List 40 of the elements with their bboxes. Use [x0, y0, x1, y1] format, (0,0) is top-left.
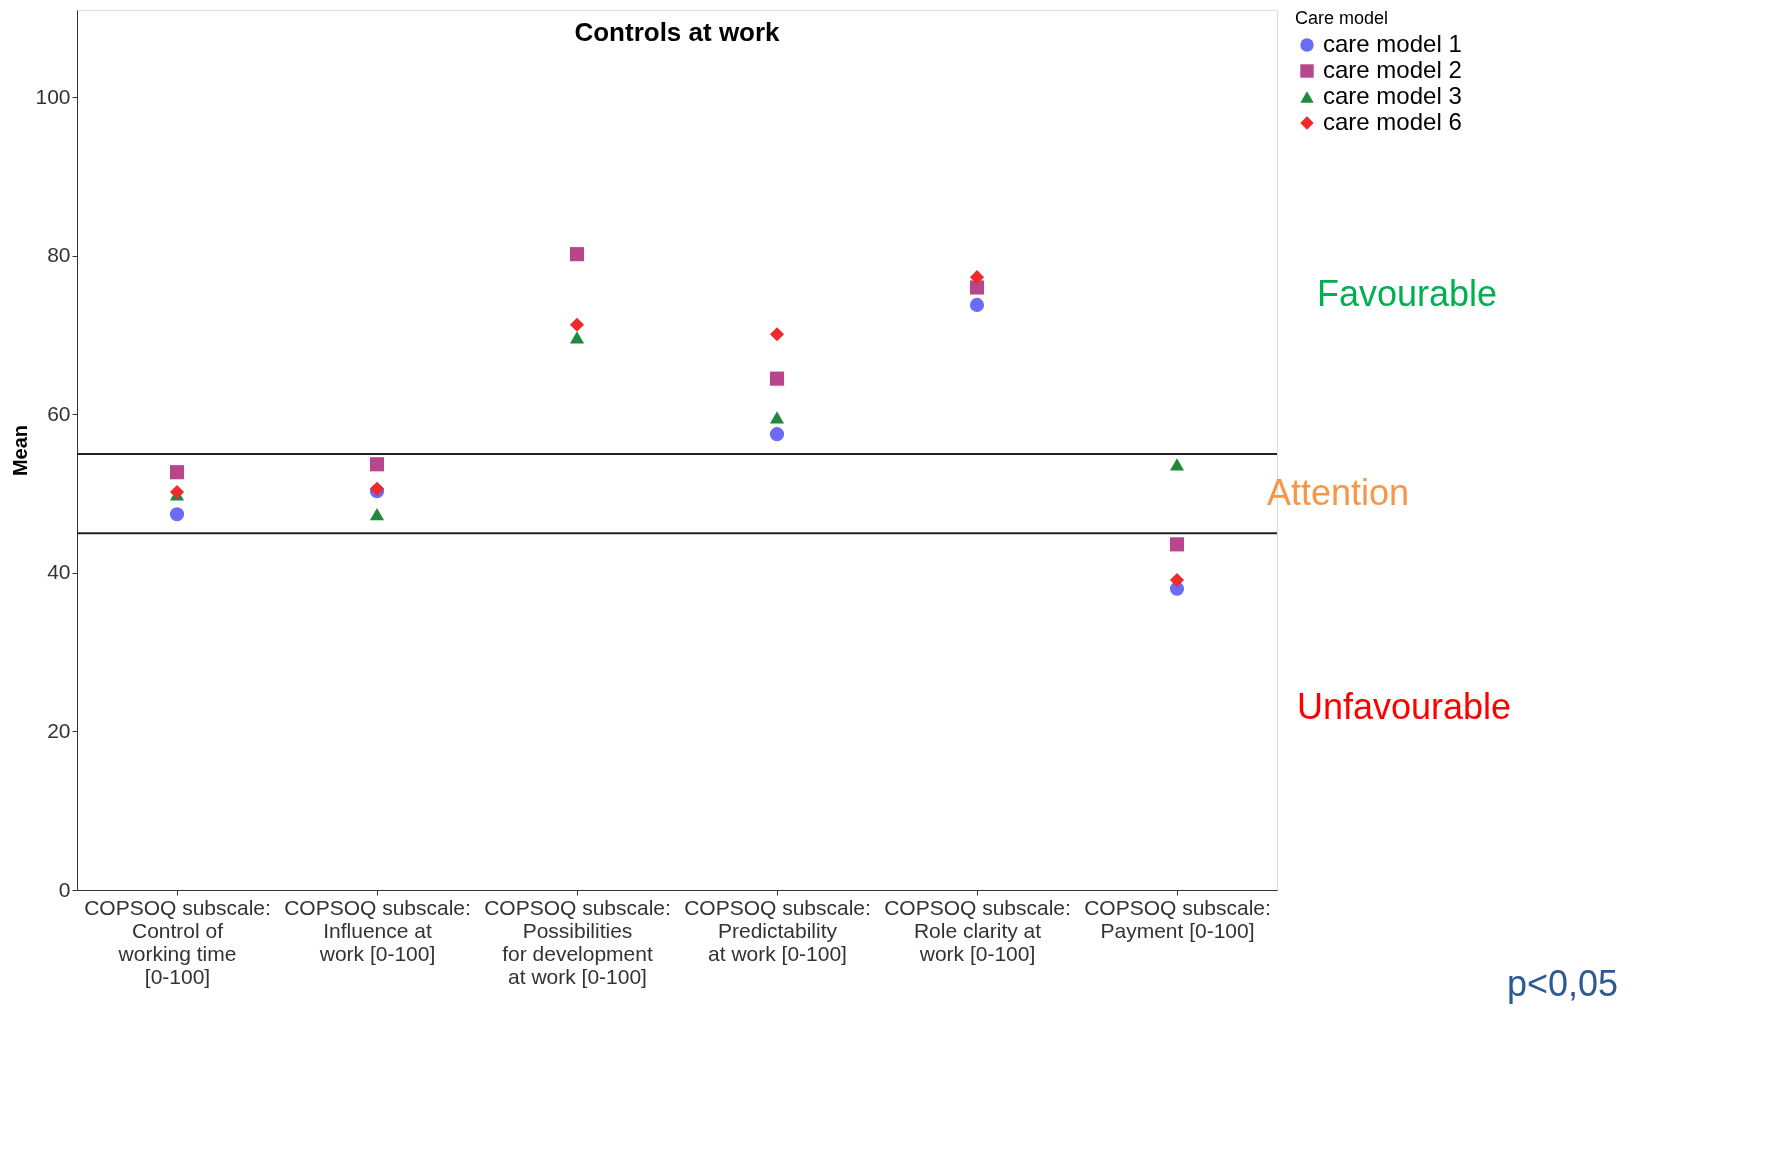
y-tick-label: 40 [47, 560, 71, 584]
legend-label: care model 1 [1323, 30, 1462, 57]
x-tick-label: COPSOQ subscale: Control of working time [0-100] [84, 895, 271, 988]
point [169, 484, 185, 500]
x-tick-label: COPSOQ subscale: Influence at work [0-100] [284, 895, 471, 965]
legend-label: care model 2 [1323, 56, 1462, 83]
legend-label: care model 3 [1323, 82, 1462, 109]
point [1169, 458, 1185, 471]
point [769, 427, 785, 442]
point [569, 317, 585, 332]
point [1169, 537, 1185, 552]
point [769, 411, 785, 424]
point [769, 327, 785, 342]
x-tick-label: COPSOQ subscale: Predictability at work [0-100] [684, 895, 871, 965]
x-tick-label: COPSOQ subscale: Payment [0-100] [1084, 895, 1271, 942]
annotation: Attention [1267, 471, 1410, 513]
point [769, 371, 785, 386]
point [369, 457, 385, 472]
y-tick-label: 100 [35, 84, 71, 108]
text: Unfavourable [1297, 685, 1512, 727]
x-tick-label: COPSOQ subscale: Possibilities for development at work [0-100] [484, 895, 671, 988]
y-tick-label: 0 [58, 877, 71, 901]
point [969, 270, 985, 285]
y-tick-label: 60 [47, 401, 71, 425]
text: p<0,05 [1507, 963, 1619, 1004]
y-tick-label: 80 [47, 243, 71, 267]
point [369, 508, 385, 521]
y-axis-title: Mean [9, 424, 32, 477]
legend-label: care model 6 [1323, 108, 1462, 135]
point [169, 507, 185, 522]
legend-title: Care model [1295, 8, 1389, 28]
chart-title: Controls at work [574, 17, 781, 47]
point [569, 331, 585, 344]
x-tick-label: COPSOQ subscale: Role clarity at work [0-100] [884, 895, 1071, 965]
point [1169, 572, 1185, 588]
point [169, 465, 185, 480]
point [969, 297, 985, 312]
point [569, 247, 585, 262]
text: Favourable [1317, 273, 1498, 315]
y-tick-label: 20 [47, 718, 71, 742]
